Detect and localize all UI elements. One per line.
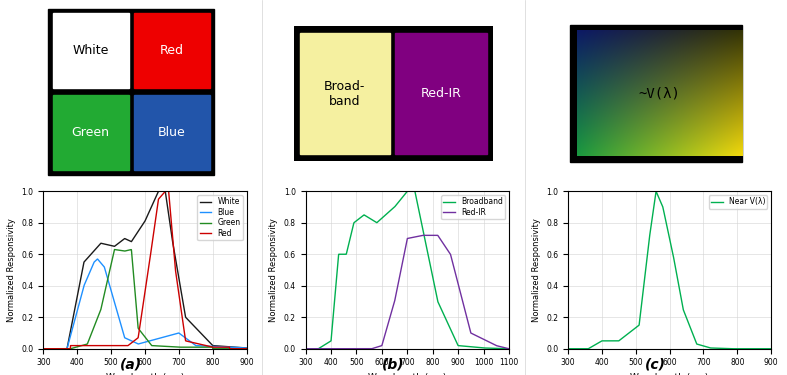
Green	[110, 247, 120, 252]
Broadband	[383, 211, 393, 215]
Text: (b): (b)	[382, 357, 405, 371]
Red-IR	[301, 346, 310, 351]
Text: Red: Red	[160, 44, 183, 57]
X-axis label: Wavelength (nm): Wavelength (nm)	[368, 373, 446, 375]
Near V(λ)	[767, 346, 776, 351]
Blue	[198, 344, 207, 348]
White	[179, 300, 188, 305]
Red-IR	[322, 346, 331, 351]
Line: Broadband: Broadband	[305, 191, 509, 349]
Red-IR	[460, 306, 469, 310]
Blue	[39, 346, 48, 351]
Bar	[53, 13, 128, 88]
Text: (a): (a)	[120, 357, 142, 371]
White	[154, 189, 164, 194]
Green	[39, 346, 48, 351]
Red	[201, 343, 210, 348]
Y-axis label: Normalized Responsivity: Normalized Responsivity	[531, 218, 541, 322]
Near V(λ)	[652, 189, 661, 194]
Bar	[300, 33, 390, 154]
Red	[161, 189, 170, 194]
Red-IR	[418, 233, 427, 238]
White	[128, 237, 138, 242]
Red-IR	[441, 244, 450, 249]
Bar	[396, 33, 487, 154]
Broadband	[301, 346, 310, 351]
Near V(λ)	[703, 345, 712, 350]
White	[39, 346, 48, 351]
Text: (c): (c)	[645, 357, 667, 371]
X-axis label: Wavelength (nm): Wavelength (nm)	[630, 373, 709, 375]
Red	[128, 340, 138, 344]
Near V(λ)	[653, 193, 663, 197]
Line: Near V(λ): Near V(λ)	[568, 191, 771, 349]
Near V(λ)	[563, 346, 573, 351]
White	[59, 346, 68, 351]
Green	[121, 249, 131, 253]
Red-IR	[504, 346, 514, 351]
White	[201, 336, 210, 340]
Red	[39, 346, 48, 351]
Green	[59, 346, 68, 351]
Green	[198, 345, 207, 350]
Line: Blue: Blue	[43, 259, 246, 349]
Text: Broad-
band: Broad- band	[324, 80, 365, 108]
Line: White: White	[43, 191, 246, 349]
Broadband	[322, 342, 331, 346]
Bar	[134, 13, 209, 88]
Text: Blue: Blue	[158, 126, 186, 139]
Text: Green: Green	[72, 126, 109, 139]
Blue	[59, 346, 68, 351]
Red	[120, 344, 130, 348]
Text: Red-IR: Red-IR	[421, 87, 462, 100]
Legend: Near V(λ): Near V(λ)	[709, 195, 767, 208]
Blue	[179, 334, 188, 338]
Broadband	[460, 344, 469, 348]
Red-IR	[464, 320, 473, 324]
Near V(λ)	[722, 346, 731, 351]
Green	[179, 345, 188, 350]
Red-IR	[383, 322, 393, 327]
Broadband	[504, 346, 514, 351]
White	[242, 346, 251, 350]
Bar	[134, 94, 209, 170]
Red	[242, 346, 251, 351]
Near V(λ)	[645, 230, 655, 234]
White	[198, 332, 207, 337]
Broadband	[390, 204, 400, 209]
Red	[179, 321, 188, 326]
Red-IR	[390, 296, 400, 301]
White	[120, 237, 130, 241]
Red	[198, 342, 207, 347]
X-axis label: Wavelength (nm): Wavelength (nm)	[105, 373, 184, 375]
Broadband	[403, 189, 412, 194]
Green	[201, 345, 210, 350]
Bar	[53, 94, 128, 170]
Line: Red: Red	[43, 191, 246, 349]
Text: ~V(λ): ~V(λ)	[638, 87, 681, 101]
Line: Green: Green	[43, 249, 246, 349]
Near V(λ)	[584, 346, 593, 351]
Red	[59, 346, 68, 351]
Blue	[93, 257, 102, 261]
Blue	[201, 344, 210, 348]
Blue	[121, 336, 131, 340]
Legend: Broadband, Red-IR: Broadband, Red-IR	[441, 195, 505, 219]
Green	[128, 266, 138, 271]
Y-axis label: Normalized Responsivity: Normalized Responsivity	[7, 218, 16, 322]
Broadband	[441, 316, 450, 320]
Near V(λ)	[726, 346, 735, 351]
Broadband	[464, 344, 473, 349]
Line: Red-IR: Red-IR	[305, 236, 509, 349]
Blue	[128, 339, 138, 344]
Y-axis label: Normalized Responsivity: Normalized Responsivity	[269, 218, 279, 322]
Text: White: White	[72, 44, 109, 57]
Legend: White, Blue, Green, Red: White, Blue, Green, Red	[198, 195, 242, 240]
Green	[242, 346, 251, 351]
Blue	[242, 346, 251, 350]
